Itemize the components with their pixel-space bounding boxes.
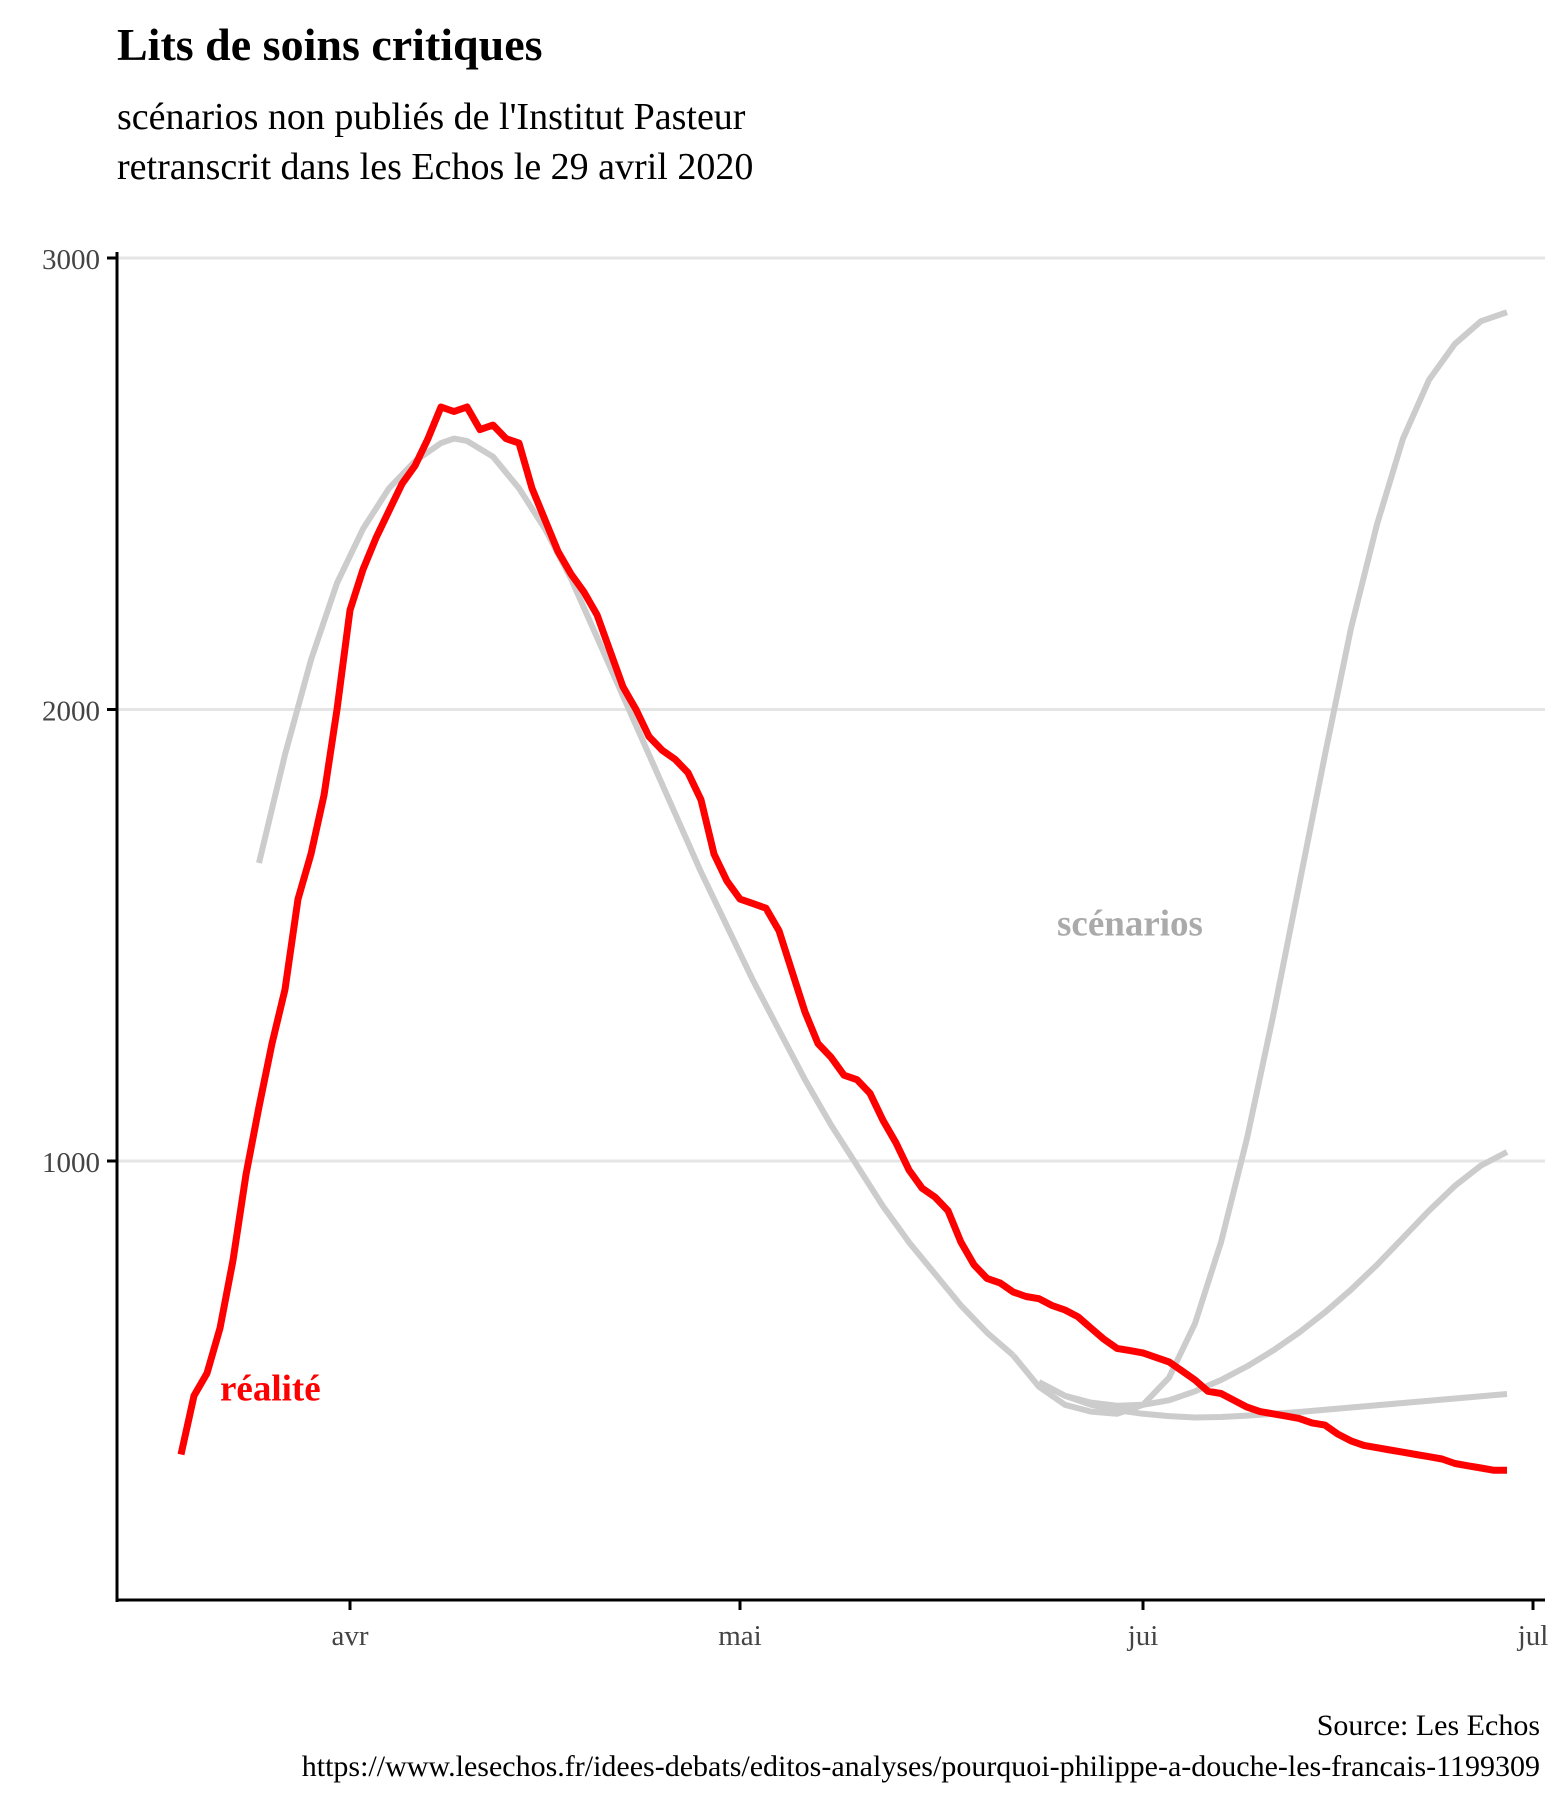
- series-layer: [177, 309, 1509, 1474]
- x-tick-label-jul: jul: [1517, 1620, 1549, 1652]
- series-line-1: [256, 435, 1015, 1358]
- y-tick-label-3000: 3000: [42, 244, 100, 276]
- annotation-scenarios: scénarios: [1057, 903, 1203, 944]
- series-line-2: [1010, 309, 1508, 1417]
- x-tick-label-mai: mai: [718, 1620, 762, 1652]
- source-url: https://www.lesechos.fr/idees-debats/edi…: [301, 1750, 1540, 1783]
- subtitle-line-1: scénarios non publiés de l'Institut Past…: [117, 96, 746, 138]
- annotation-realite: réalité: [220, 1368, 321, 1409]
- subtitle-line-2: retranscrit dans les Echos le 29 avril 2…: [117, 146, 754, 188]
- chart-caption: Source: Les Echos https://www.lesechos.f…: [302, 1705, 1540, 1787]
- x-tick-label-avr: avr: [331, 1620, 368, 1652]
- series-line-0: [177, 403, 1507, 1474]
- grid-layer: [117, 256, 1545, 1163]
- y-tick-label-2000: 2000: [42, 696, 100, 728]
- axis-layer: 1000 2000 3000 avr mai jui jul: [42, 244, 1548, 1652]
- chart-subtitle: scénarios non publiés de l'Institut Past…: [117, 92, 753, 192]
- chart-title: Lits de soins critiques: [117, 19, 543, 70]
- x-tick-label-jui: jui: [1127, 1620, 1159, 1652]
- source-text: Source: Les Echos: [1316, 1709, 1540, 1742]
- series-line-3: [1037, 1149, 1509, 1409]
- y-tick-label-1000: 1000: [42, 1147, 100, 1179]
- annotation-layer: réalité scénarios: [220, 903, 1203, 1409]
